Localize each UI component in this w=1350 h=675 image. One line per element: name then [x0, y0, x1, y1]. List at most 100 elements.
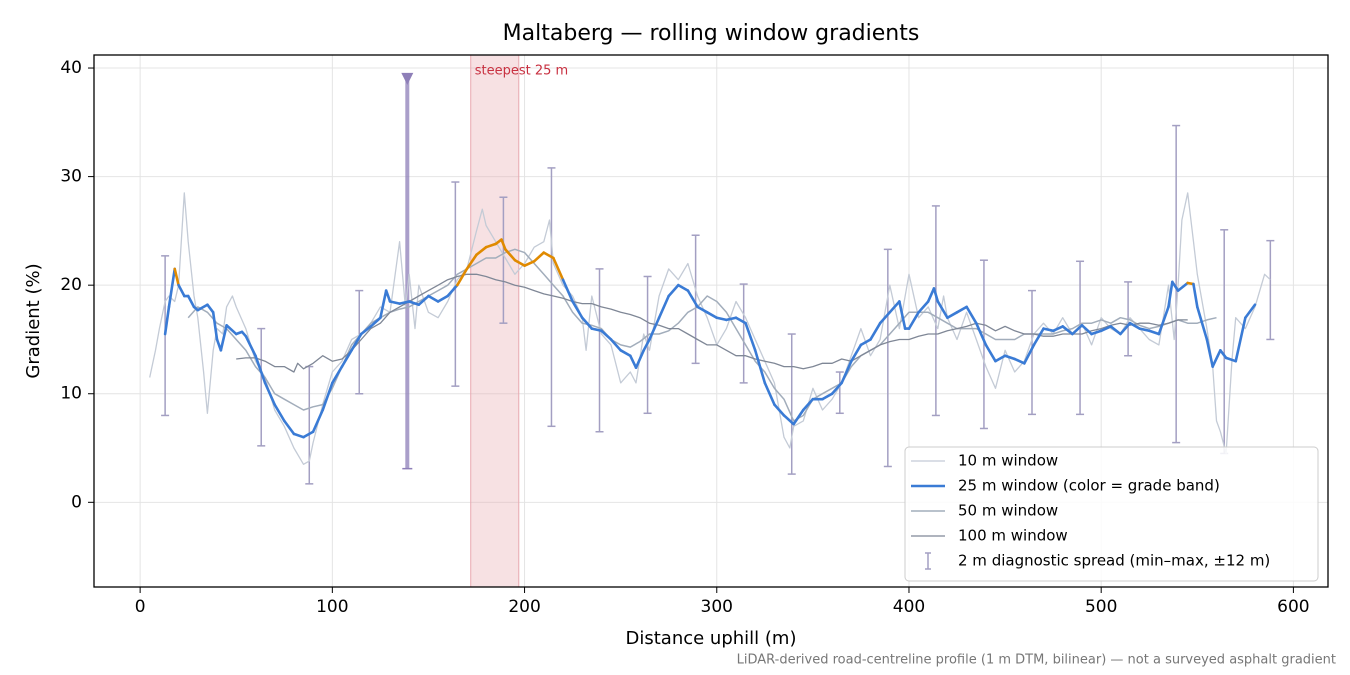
series-segment — [1219, 349, 1228, 360]
y-tick-label: 0 — [71, 492, 82, 512]
error-bar — [161, 255, 170, 417]
series-segment — [1061, 325, 1074, 336]
x-tick-label: 400 — [893, 597, 925, 617]
series-segment — [994, 354, 1007, 363]
series-segment — [1234, 316, 1247, 363]
series-segment — [634, 349, 646, 369]
series-segment — [446, 283, 459, 298]
series-segment — [206, 303, 215, 314]
series-segment — [792, 408, 805, 426]
series-segment — [273, 403, 286, 423]
series-segment — [1157, 305, 1170, 336]
series-segment — [1171, 280, 1180, 292]
series-segment — [590, 327, 603, 333]
series-segment — [311, 408, 325, 434]
series-segment — [523, 259, 536, 267]
series-segment — [196, 303, 209, 312]
series-segment — [648, 316, 661, 341]
error-bar — [1076, 260, 1085, 416]
series-segment — [173, 267, 180, 287]
series-segment — [331, 365, 344, 385]
series-segment — [946, 311, 959, 320]
series-segment — [1013, 357, 1026, 365]
series-segment — [926, 287, 936, 303]
series-segment — [936, 300, 949, 320]
error-bar — [1266, 239, 1275, 341]
series-segment — [254, 354, 267, 385]
series-segment — [1032, 327, 1045, 347]
series-segment — [571, 300, 584, 320]
series-segment — [225, 324, 238, 336]
x-axis-label: Distance uphill (m) — [626, 628, 797, 649]
series-segment — [484, 242, 498, 249]
series-segment — [369, 316, 382, 328]
error-bar — [691, 234, 700, 365]
series-segment — [744, 321, 757, 352]
series-segment — [1128, 321, 1141, 330]
series-segment — [167, 267, 177, 309]
series-segment — [801, 397, 815, 412]
series-segment — [1090, 329, 1103, 336]
series-segment — [1099, 325, 1113, 333]
series-segment — [1109, 325, 1122, 336]
legend-label: 50 m window — [958, 502, 1058, 520]
error-bar — [1172, 124, 1181, 444]
series-segment — [417, 294, 430, 307]
footnote: LiDAR-derived road-centreline profile (1… — [737, 653, 1336, 668]
legend-label: 25 m window (color = grade band) — [958, 477, 1220, 495]
series-segment — [850, 343, 863, 363]
series-segment — [782, 414, 795, 426]
error-bar — [547, 167, 556, 428]
series-segment — [1080, 324, 1093, 336]
series-segment — [1192, 282, 1199, 309]
series-line — [187, 248, 1217, 422]
series-segment — [513, 258, 526, 267]
x-tick-label: 100 — [316, 597, 348, 617]
series-segment — [1138, 327, 1151, 333]
series-segment — [869, 321, 882, 341]
series-segment — [219, 324, 228, 352]
series-segment — [686, 289, 699, 309]
series-segment — [907, 311, 920, 330]
y-tick-label: 40 — [60, 58, 82, 78]
error-bar — [979, 259, 988, 430]
span-label: steepest 25 m — [475, 64, 568, 79]
error-bar — [787, 333, 796, 475]
series-segment — [427, 294, 440, 303]
series-segment — [600, 329, 613, 341]
x-tick-label: 300 — [701, 597, 733, 617]
series-segment — [532, 251, 546, 263]
series-segment — [898, 300, 907, 330]
series-segment — [628, 354, 638, 369]
series-segment — [398, 300, 411, 305]
off-scale-marker — [401, 72, 414, 85]
series-segment — [211, 311, 219, 341]
series-segment — [609, 338, 622, 352]
series-segment — [1003, 354, 1016, 361]
series-segment — [840, 359, 853, 385]
series-segment — [500, 238, 507, 251]
x-tick-label: 600 — [1277, 597, 1309, 617]
y-tick-label: 10 — [60, 384, 82, 404]
series-segment — [321, 381, 334, 412]
series-segment — [715, 316, 728, 322]
series-segment — [753, 349, 767, 385]
series-segment — [734, 316, 747, 325]
legend-label: 10 m window — [958, 452, 1058, 470]
error-bar — [595, 268, 604, 433]
series-segment — [379, 289, 388, 320]
series-segment — [1119, 321, 1132, 336]
series-segment — [878, 311, 892, 325]
series-segment — [1051, 325, 1065, 333]
error-bar — [499, 196, 508, 324]
legend-label: 2 m diagnostic spread (min–max, ±12 m) — [958, 552, 1270, 570]
series-line — [236, 273, 1188, 373]
series-segment — [384, 289, 392, 303]
series-segment — [475, 245, 488, 257]
error-bar — [305, 365, 314, 485]
legend-label: 100 m window — [958, 527, 1068, 545]
plot-frame — [93, 54, 1329, 588]
series-segment — [1211, 349, 1222, 368]
